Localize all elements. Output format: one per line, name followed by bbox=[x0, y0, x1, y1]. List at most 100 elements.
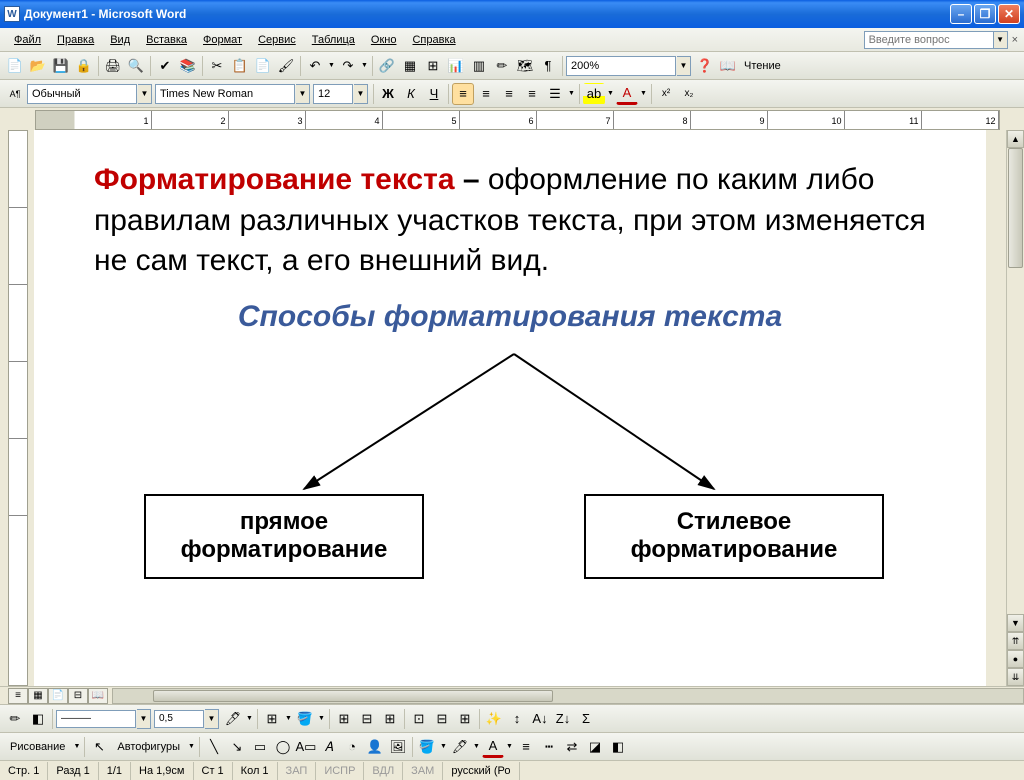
research-icon[interactable]: 📚 bbox=[177, 55, 199, 77]
vertical-ruler[interactable] bbox=[8, 130, 28, 686]
fill-color-icon[interactable]: 🪣 bbox=[416, 736, 438, 758]
line-weight-select[interactable]: 0,5 bbox=[154, 710, 204, 728]
hscroll-thumb[interactable] bbox=[153, 690, 553, 702]
highlight-button[interactable]: ab bbox=[583, 83, 605, 105]
arrow-tool-icon[interactable]: ↘ bbox=[226, 736, 248, 758]
border-color-icon[interactable]: 🖊 bbox=[222, 708, 244, 730]
menu-table[interactable]: Таблица bbox=[304, 31, 363, 49]
oval-tool-icon[interactable]: ◯ bbox=[272, 736, 294, 758]
clipart-icon[interactable]: 👤 bbox=[364, 736, 386, 758]
menu-format[interactable]: Формат bbox=[195, 31, 250, 49]
merge-cells-icon[interactable]: ⊟ bbox=[356, 708, 378, 730]
save-icon[interactable]: 💾 bbox=[50, 55, 72, 77]
arrow-style-icon[interactable]: ⇄ bbox=[561, 736, 583, 758]
font-select[interactable]: Times New Roman bbox=[155, 84, 295, 104]
print-preview-icon[interactable]: 🔍 bbox=[125, 55, 147, 77]
status-trk[interactable]: ИСПР bbox=[316, 762, 364, 780]
distribute-rows-icon[interactable]: ⊟ bbox=[431, 708, 453, 730]
align-right-button[interactable]: ≡ bbox=[498, 83, 520, 105]
undo-icon[interactable]: ↶ bbox=[304, 55, 326, 77]
line-style-select[interactable]: ――― bbox=[56, 710, 136, 728]
menu-help[interactable]: Справка bbox=[404, 31, 463, 49]
insert-table-icon[interactable]: ⊞ bbox=[422, 55, 444, 77]
line-spacing-button[interactable]: ☰ bbox=[544, 83, 566, 105]
bold-button[interactable]: Ж bbox=[377, 83, 399, 105]
menu-tools[interactable]: Сервис bbox=[250, 31, 304, 49]
rectangle-tool-icon[interactable]: ▭ bbox=[249, 736, 271, 758]
autoshapes-label[interactable]: Автофигуры bbox=[111, 741, 186, 753]
lineweight-dropdown[interactable]: ▼ bbox=[205, 709, 219, 729]
scroll-up-button[interactable]: ▲ bbox=[1007, 130, 1024, 148]
redo-icon[interactable]: ↷ bbox=[337, 55, 359, 77]
vertical-scrollbar[interactable]: ▲ ▼ ⇈ ● ⇊ bbox=[1006, 130, 1024, 686]
shading-icon[interactable]: 🪣 bbox=[294, 708, 316, 730]
undo-dropdown[interactable]: ▼ bbox=[327, 62, 336, 69]
shadow-icon[interactable]: ◪ bbox=[584, 736, 606, 758]
underline-button[interactable]: Ч bbox=[423, 83, 445, 105]
excel-icon[interactable]: 📊 bbox=[445, 55, 467, 77]
autosum-icon[interactable]: Σ bbox=[575, 708, 597, 730]
style-select[interactable]: Обычный bbox=[27, 84, 137, 104]
format-painter-icon[interactable]: 🖌 bbox=[275, 55, 297, 77]
autoformat-icon[interactable]: ✨ bbox=[483, 708, 505, 730]
menu-window[interactable]: Окно bbox=[363, 31, 405, 49]
status-lang[interactable]: русский (Ро bbox=[443, 762, 519, 780]
draw-menu-dropdown[interactable]: ▼ bbox=[72, 743, 81, 750]
horizontal-ruler[interactable]: 1 2 3 4 5 6 7 8 9 10 11 12 bbox=[35, 110, 1000, 130]
borders-dropdown[interactable]: ▼ bbox=[284, 715, 293, 722]
fillcolor-dropdown[interactable]: ▼ bbox=[439, 743, 448, 750]
columns-icon[interactable]: ▥ bbox=[468, 55, 490, 77]
subscript-button[interactable]: x₂ bbox=[678, 83, 700, 105]
superscript-button[interactable]: x² bbox=[655, 83, 677, 105]
redo-dropdown[interactable]: ▼ bbox=[360, 62, 369, 69]
menu-file[interactable]: Файл bbox=[6, 31, 49, 49]
zoom-dropdown[interactable]: ▼ bbox=[677, 56, 691, 76]
highlight-dropdown[interactable]: ▼ bbox=[606, 90, 615, 97]
distribute-cols-icon[interactable]: ⊞ bbox=[454, 708, 476, 730]
align-center-button[interactable]: ≡ bbox=[475, 83, 497, 105]
dash-style-icon[interactable]: ┅ bbox=[538, 736, 560, 758]
align-left-button[interactable]: ≡ bbox=[452, 83, 474, 105]
line-tool-icon[interactable]: ╲ bbox=[203, 736, 225, 758]
print-icon[interactable]: 🖨 bbox=[102, 55, 124, 77]
3d-icon[interactable]: ◧ bbox=[607, 736, 629, 758]
diagram-box-direct[interactable]: прямое форматирование bbox=[144, 494, 424, 580]
browse-next-button[interactable]: ⇊ bbox=[1007, 668, 1024, 686]
horizontal-scrollbar[interactable] bbox=[112, 688, 1024, 704]
close-button[interactable]: ✕ bbox=[998, 4, 1020, 24]
spellcheck-icon[interactable]: ✔ bbox=[154, 55, 176, 77]
copy-icon[interactable]: 📋 bbox=[229, 55, 251, 77]
wordart-icon[interactable]: 𝐴 bbox=[318, 736, 340, 758]
help-icon[interactable]: ❓ bbox=[694, 55, 716, 77]
align-cell-icon[interactable]: ⊡ bbox=[408, 708, 430, 730]
font-color-button[interactable]: A bbox=[616, 83, 638, 105]
doc-close-button[interactable]: × bbox=[1012, 34, 1018, 46]
new-doc-icon[interactable]: 📄 bbox=[4, 55, 26, 77]
status-ovr[interactable]: ЗАМ bbox=[403, 762, 443, 780]
textbox-tool-icon[interactable]: A▭ bbox=[295, 736, 317, 758]
scroll-thumb[interactable] bbox=[1008, 148, 1023, 268]
draw-menu-label[interactable]: Рисование bbox=[4, 741, 71, 753]
menu-edit[interactable]: Правка bbox=[49, 31, 102, 49]
picture-icon[interactable]: 🖼 bbox=[387, 736, 409, 758]
sort-desc-icon[interactable]: Z↓ bbox=[552, 708, 574, 730]
tables-borders-icon[interactable]: ▦ bbox=[399, 55, 421, 77]
help-dropdown-button[interactable]: ▼ bbox=[994, 31, 1008, 49]
style-dropdown[interactable]: ▼ bbox=[138, 84, 152, 104]
diagram-box-style[interactable]: Стилевое форматирование bbox=[584, 494, 884, 580]
linecolor-dropdown[interactable]: ▼ bbox=[472, 743, 481, 750]
styles-pane-icon[interactable]: A¶ bbox=[4, 83, 26, 105]
maximize-button[interactable]: ❐ bbox=[974, 4, 996, 24]
reading-view-button[interactable]: 📖 bbox=[88, 688, 108, 704]
line-style-icon[interactable]: ≡ bbox=[515, 736, 537, 758]
browse-prev-button[interactable]: ⇈ bbox=[1007, 632, 1024, 650]
outline-view-button[interactable]: ⊟ bbox=[68, 688, 88, 704]
bordercolor-dropdown[interactable]: ▼ bbox=[245, 715, 254, 722]
menu-view[interactable]: Вид bbox=[102, 31, 138, 49]
align-justify-button[interactable]: ≡ bbox=[521, 83, 543, 105]
document-page[interactable]: Форматирование текста – оформление по ка… bbox=[34, 130, 986, 686]
browse-object-button[interactable]: ● bbox=[1007, 650, 1024, 668]
cut-icon[interactable]: ✂ bbox=[206, 55, 228, 77]
select-objects-icon[interactable]: ↖ bbox=[88, 736, 110, 758]
shading-dropdown[interactable]: ▼ bbox=[317, 715, 326, 722]
